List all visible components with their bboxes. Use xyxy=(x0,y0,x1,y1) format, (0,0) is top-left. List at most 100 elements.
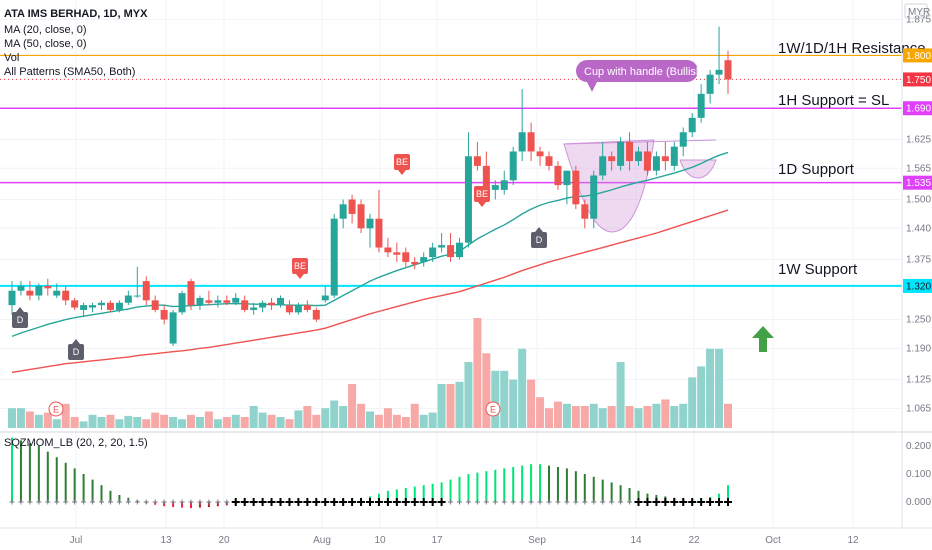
candle-body xyxy=(294,305,302,313)
volume-bar xyxy=(178,419,187,428)
volume-bar xyxy=(222,417,231,428)
support-1h-annotation: 1H Support = SL xyxy=(778,92,889,109)
volume-bar xyxy=(536,397,545,428)
candle-body xyxy=(554,165,562,186)
candle-body xyxy=(500,180,508,190)
candle-body xyxy=(106,302,114,310)
time-tick-label: 10 xyxy=(374,535,386,546)
time-axis[interactable]: Jul 13 20 Aug 10 17 Sep 14 22 Oct 12 xyxy=(70,535,859,546)
price-tick-label: 1.875 xyxy=(906,14,931,25)
indicator-vol[interactable]: Vol xyxy=(4,52,19,64)
candle-body xyxy=(473,156,481,166)
candle-body xyxy=(670,146,678,166)
d-marker-box xyxy=(12,312,28,328)
volume-bar xyxy=(589,403,598,428)
volume-bar xyxy=(88,414,97,428)
volume-bar xyxy=(661,399,670,428)
handle-shape xyxy=(679,159,717,179)
indicator-ma20[interactable]: MA (20, close, 0) xyxy=(4,24,87,36)
candle-body xyxy=(608,156,616,162)
volume-bar xyxy=(545,408,553,428)
be-marker: BE xyxy=(474,186,490,207)
volume-bar xyxy=(643,406,652,428)
e-marker-circle xyxy=(48,401,64,417)
candle-body xyxy=(375,218,383,248)
currency-badge xyxy=(904,3,928,19)
candle-body xyxy=(312,309,320,320)
volume-bar xyxy=(464,362,473,428)
volume-bar xyxy=(500,370,509,428)
be-marker-pointer xyxy=(398,170,406,175)
oscillator-axis: 0.200 0.100 0.000 xyxy=(906,441,931,508)
volume-bar xyxy=(679,403,688,428)
d-marker: D xyxy=(531,227,547,248)
volume-bar xyxy=(61,403,70,428)
be-marker-text: BE xyxy=(476,189,488,199)
be-marker-pointer xyxy=(478,202,486,207)
candle-body xyxy=(420,257,428,262)
volume-bar xyxy=(652,403,661,428)
svg-text:Cup with handle (Bullish): Cup with handle (Bullish) xyxy=(584,66,706,78)
volume-bar xyxy=(392,414,401,428)
price-tick-label: 1.250 xyxy=(906,315,931,326)
volume-bar xyxy=(607,406,616,428)
volume-bar xyxy=(580,406,589,428)
d-marker-text: D xyxy=(17,315,24,325)
d-marker-text: D xyxy=(73,347,80,357)
e-marker-text: E xyxy=(53,405,59,415)
volume-bar xyxy=(527,379,536,428)
volume-bar xyxy=(518,348,527,428)
volume-bar xyxy=(97,417,106,428)
indicator-ma50[interactable]: MA (50, close, 0) xyxy=(4,38,87,50)
candle-body xyxy=(518,132,526,152)
volume-bar xyxy=(401,417,410,428)
volume-bar xyxy=(491,370,500,428)
time-tick-label: Sep xyxy=(528,535,546,546)
cup-rim-line xyxy=(563,139,717,145)
volume-bar xyxy=(303,406,312,428)
candle-body xyxy=(402,252,410,262)
candle-body xyxy=(214,300,222,303)
volume-bar xyxy=(616,362,625,428)
volume-bar xyxy=(374,414,383,428)
candle-body xyxy=(44,285,52,289)
volume-bar xyxy=(124,415,133,428)
candle-body xyxy=(679,132,687,147)
volume-bar xyxy=(249,406,258,428)
volume-bar xyxy=(231,414,240,428)
price-tick-label: 1.440 xyxy=(906,223,931,234)
support-1w-price-tag-bg xyxy=(903,278,932,293)
candle-body xyxy=(133,295,141,297)
d-marker-pointer xyxy=(535,227,543,232)
price-tick-label: 1.500 xyxy=(906,194,931,205)
volume-bar xyxy=(258,412,267,428)
volume-bar xyxy=(357,403,366,428)
support-1d-price-tag-text: 1.535 xyxy=(906,178,931,189)
candle-body xyxy=(62,290,70,301)
be-marker-text: BE xyxy=(294,261,306,271)
candle-body xyxy=(635,151,642,162)
volume-bar xyxy=(285,419,294,428)
candle-body xyxy=(241,300,249,310)
be-marker-box xyxy=(394,154,410,170)
volume-bar xyxy=(133,417,142,428)
price-tick-label: 1.565 xyxy=(906,163,931,174)
candle-body xyxy=(285,305,293,313)
candle-body xyxy=(491,185,499,190)
e-marker: E xyxy=(48,401,64,417)
candle-body xyxy=(617,141,625,166)
d-marker: D xyxy=(68,339,84,360)
volume-bar xyxy=(383,408,392,428)
horizontal-levels xyxy=(0,54,902,287)
volume-bar xyxy=(187,414,195,428)
price-tags: 1.800 1.750 1.690 1.535 1.320 xyxy=(903,48,932,293)
candle-body xyxy=(581,204,589,219)
d-marker-box xyxy=(68,344,84,360)
indicator-patterns[interactable]: All Patterns (SMA50, Both) xyxy=(4,66,135,78)
volume-bar xyxy=(670,406,679,428)
pattern-callout[interactable]: Cup with handle (Bullish) xyxy=(576,60,706,92)
volume-bar xyxy=(562,403,571,428)
oscillator-label[interactable]: SQZMOM_LB (20, 2, 20, 1.5) xyxy=(4,437,148,449)
e-marker-text: E xyxy=(490,405,496,415)
